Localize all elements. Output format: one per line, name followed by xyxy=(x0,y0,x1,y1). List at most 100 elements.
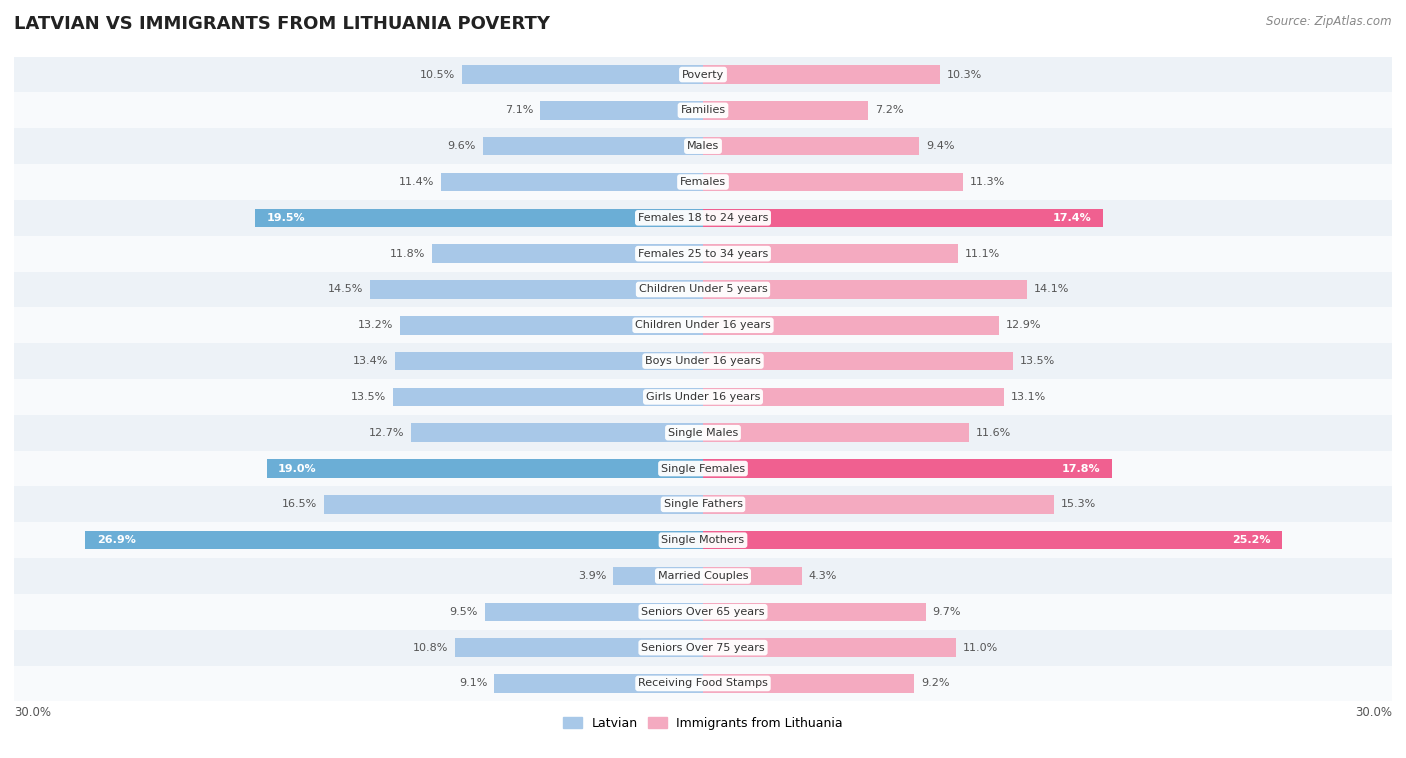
Bar xyxy=(703,459,1112,478)
Bar xyxy=(14,271,1392,307)
Text: 13.4%: 13.4% xyxy=(353,356,388,366)
Bar xyxy=(14,57,1392,92)
Bar xyxy=(703,173,963,191)
Bar xyxy=(703,674,914,693)
Bar xyxy=(703,352,1012,371)
Text: Single Fathers: Single Fathers xyxy=(664,500,742,509)
Text: 13.5%: 13.5% xyxy=(1019,356,1054,366)
Text: Single Males: Single Males xyxy=(668,428,738,437)
Text: 9.6%: 9.6% xyxy=(447,141,475,151)
Bar xyxy=(14,236,1392,271)
Bar xyxy=(323,495,703,514)
Text: 10.8%: 10.8% xyxy=(413,643,449,653)
Bar xyxy=(14,164,1392,200)
Bar xyxy=(703,603,925,621)
Text: 9.1%: 9.1% xyxy=(458,678,486,688)
Text: 14.5%: 14.5% xyxy=(328,284,363,294)
Text: 19.0%: 19.0% xyxy=(278,464,316,474)
Bar xyxy=(703,424,969,442)
Bar xyxy=(14,594,1392,630)
Text: 7.1%: 7.1% xyxy=(505,105,533,115)
Bar xyxy=(14,522,1392,558)
Bar xyxy=(14,379,1392,415)
Legend: Latvian, Immigrants from Lithuania: Latvian, Immigrants from Lithuania xyxy=(558,712,848,735)
Text: 30.0%: 30.0% xyxy=(14,706,51,719)
Text: Families: Families xyxy=(681,105,725,115)
Text: Single Females: Single Females xyxy=(661,464,745,474)
Bar xyxy=(456,638,703,657)
Text: 12.9%: 12.9% xyxy=(1007,321,1042,330)
Text: 9.5%: 9.5% xyxy=(450,607,478,617)
Text: Seniors Over 65 years: Seniors Over 65 years xyxy=(641,607,765,617)
Text: 9.7%: 9.7% xyxy=(932,607,962,617)
Bar xyxy=(703,137,920,155)
Bar xyxy=(399,316,703,334)
Text: Males: Males xyxy=(688,141,718,151)
Text: Children Under 16 years: Children Under 16 years xyxy=(636,321,770,330)
Text: 9.2%: 9.2% xyxy=(921,678,949,688)
Text: 3.9%: 3.9% xyxy=(578,571,606,581)
Text: 4.3%: 4.3% xyxy=(808,571,837,581)
Text: 11.6%: 11.6% xyxy=(976,428,1011,437)
Bar xyxy=(412,424,703,442)
Text: 7.2%: 7.2% xyxy=(875,105,904,115)
Bar xyxy=(86,531,703,550)
Text: Girls Under 16 years: Girls Under 16 years xyxy=(645,392,761,402)
Text: Females 18 to 24 years: Females 18 to 24 years xyxy=(638,213,768,223)
Text: 17.4%: 17.4% xyxy=(1052,213,1091,223)
Text: 11.8%: 11.8% xyxy=(389,249,425,258)
Bar xyxy=(14,128,1392,164)
Text: 15.3%: 15.3% xyxy=(1062,500,1097,509)
Text: 10.5%: 10.5% xyxy=(420,70,456,80)
Bar xyxy=(14,558,1392,594)
Text: 30.0%: 30.0% xyxy=(1355,706,1392,719)
Bar xyxy=(14,92,1392,128)
Bar xyxy=(395,352,703,371)
Bar xyxy=(370,280,703,299)
Text: 12.7%: 12.7% xyxy=(368,428,405,437)
Text: 19.5%: 19.5% xyxy=(267,213,305,223)
Text: LATVIAN VS IMMIGRANTS FROM LITHUANIA POVERTY: LATVIAN VS IMMIGRANTS FROM LITHUANIA POV… xyxy=(14,15,550,33)
Bar xyxy=(461,65,703,84)
Bar xyxy=(494,674,703,693)
Text: 25.2%: 25.2% xyxy=(1232,535,1270,545)
Bar xyxy=(703,387,1004,406)
Bar xyxy=(540,101,703,120)
Text: Females 25 to 34 years: Females 25 to 34 years xyxy=(638,249,768,258)
Bar xyxy=(703,280,1026,299)
Text: Boys Under 16 years: Boys Under 16 years xyxy=(645,356,761,366)
Text: Married Couples: Married Couples xyxy=(658,571,748,581)
Text: 13.5%: 13.5% xyxy=(352,392,387,402)
Text: 14.1%: 14.1% xyxy=(1033,284,1069,294)
Bar xyxy=(14,200,1392,236)
Bar xyxy=(703,567,801,585)
Bar xyxy=(14,487,1392,522)
Bar xyxy=(14,343,1392,379)
Text: Single Mothers: Single Mothers xyxy=(661,535,745,545)
Bar xyxy=(703,101,869,120)
Bar xyxy=(613,567,703,585)
Text: Poverty: Poverty xyxy=(682,70,724,80)
Bar xyxy=(14,630,1392,666)
Bar xyxy=(14,451,1392,487)
Text: Females: Females xyxy=(681,177,725,187)
Bar xyxy=(14,415,1392,451)
Bar xyxy=(703,208,1102,227)
Bar xyxy=(703,65,939,84)
Bar xyxy=(14,307,1392,343)
Text: 17.8%: 17.8% xyxy=(1062,464,1101,474)
Bar xyxy=(432,244,703,263)
Text: 11.3%: 11.3% xyxy=(969,177,1005,187)
Text: 16.5%: 16.5% xyxy=(283,500,318,509)
Text: 13.1%: 13.1% xyxy=(1011,392,1046,402)
Text: 26.9%: 26.9% xyxy=(97,535,135,545)
Text: 11.4%: 11.4% xyxy=(399,177,434,187)
Text: 11.0%: 11.0% xyxy=(963,643,998,653)
Bar xyxy=(485,603,703,621)
Bar xyxy=(256,208,703,227)
Bar xyxy=(267,459,703,478)
Text: Seniors Over 75 years: Seniors Over 75 years xyxy=(641,643,765,653)
Bar xyxy=(14,666,1392,701)
Text: Receiving Food Stamps: Receiving Food Stamps xyxy=(638,678,768,688)
Text: 10.3%: 10.3% xyxy=(946,70,981,80)
